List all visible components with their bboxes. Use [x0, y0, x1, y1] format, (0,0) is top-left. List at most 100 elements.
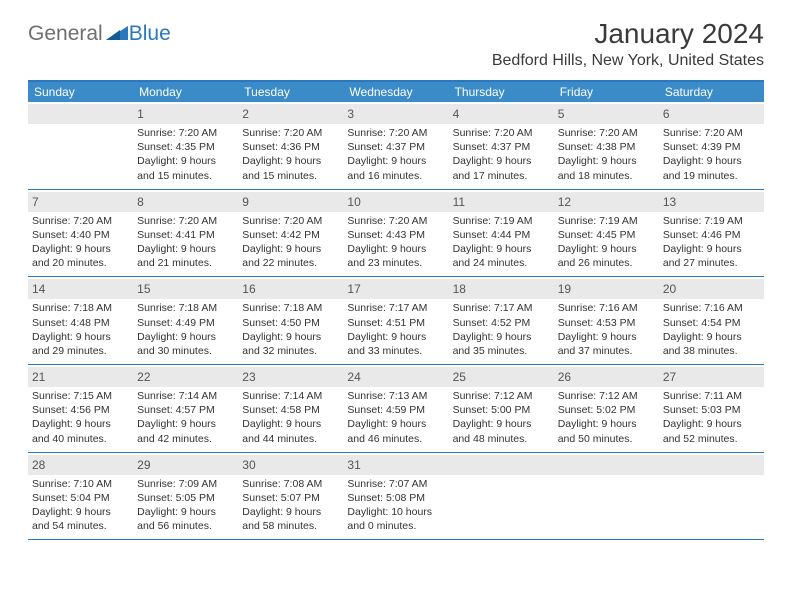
sunset-line: Sunset: 4:36 PM [242, 140, 339, 154]
day-number: 11 [453, 195, 465, 209]
day-number: 5 [558, 107, 565, 121]
day-cell: 3Sunrise: 7:20 AMSunset: 4:37 PMDaylight… [343, 102, 448, 189]
day-number: 20 [663, 282, 676, 296]
empty-cell: . [659, 453, 764, 540]
day-number: 28 [32, 458, 45, 472]
dayname-row: SundayMondayTuesdayWednesdayThursdayFrid… [28, 82, 764, 102]
daylight-line: Daylight: 9 hours and 15 minutes. [137, 154, 234, 182]
daynum-bar: . [659, 455, 764, 475]
empty-cell: . [554, 453, 659, 540]
sunset-line: Sunset: 4:48 PM [32, 316, 129, 330]
sunrise-line: Sunrise: 7:18 AM [242, 301, 339, 315]
day-cell: 20 Sunrise: 7:16 AMSunset: 4:54 PMDayligh… [659, 277, 764, 364]
daynum-bar: . [28, 104, 133, 124]
daynum-bar: 6 [659, 104, 764, 124]
daynum-bar: . [554, 455, 659, 475]
day-cell: 16Sunrise: 7:18 AMSunset: 4:50 PMDayligh… [238, 277, 343, 364]
sunset-line: Sunset: 5:07 PM [242, 491, 339, 505]
sunrise-line: Sunrise: 7:20 AM [32, 214, 129, 228]
day-number: 29 [137, 458, 150, 472]
week-row: 21Sunrise: 7:15 AMSunset: 4:56 PMDayligh… [28, 365, 764, 453]
day-number: 31 [347, 458, 360, 472]
day-number: 2 [242, 107, 249, 121]
day-cell: 27Sunrise: 7:11 AMSunset: 5:03 PMDayligh… [659, 365, 764, 452]
title-block: January 2024 Bedford Hills, New York, Un… [492, 18, 764, 70]
daynum-bar: 28 [28, 455, 133, 475]
daylight-line: Daylight: 9 hours and 42 minutes. [137, 417, 234, 445]
day-cell: 6Sunrise: 7:20 AMSunset: 4:39 PMDaylight… [659, 102, 764, 189]
daylight-line: Daylight: 9 hours and 48 minutes. [453, 417, 550, 445]
day-number: 10 [347, 195, 360, 209]
sunset-line: Sunset: 4:37 PM [453, 140, 550, 154]
day-cell: 10Sunrise: 7:20 AMSunset: 4:43 PMDayligh… [343, 190, 448, 277]
sunset-line: Sunset: 4:54 PM [663, 316, 760, 330]
day-number: 21 [32, 370, 45, 384]
day-number: 1 [137, 107, 144, 121]
dayname-monday: Monday [133, 82, 238, 102]
daynum-bar: 4 [449, 104, 554, 124]
sunset-line: Sunset: 4:49 PM [137, 316, 234, 330]
header: General Blue January 2024 Bedford Hills,… [28, 18, 764, 70]
dayname-thursday: Thursday [449, 82, 554, 102]
daylight-line: Daylight: 9 hours and 20 minutes. [32, 242, 129, 270]
day-number: 19 [558, 282, 571, 296]
sunset-line: Sunset: 4:45 PM [558, 228, 655, 242]
day-cell: 18Sunrise: 7:17 AMSunset: 4:52 PMDayligh… [449, 277, 554, 364]
sunrise-line: Sunrise: 7:12 AM [558, 389, 655, 403]
day-cell: 21Sunrise: 7:15 AMSunset: 4:56 PMDayligh… [28, 365, 133, 452]
sunrise-line: Sunrise: 7:17 AM [347, 301, 444, 315]
day-cell: 15Sunrise: 7:18 AMSunset: 4:49 PMDayligh… [133, 277, 238, 364]
day-cell: 31Sunrise: 7:07 AMSunset: 5:08 PMDayligh… [343, 453, 448, 540]
sunrise-line: Sunrise: 7:11 AM [663, 389, 760, 403]
daylight-line: Daylight: 9 hours and 15 minutes. [242, 154, 339, 182]
sunset-line: Sunset: 4:38 PM [558, 140, 655, 154]
day-number: 18 [453, 282, 466, 296]
daylight-line: Daylight: 9 hours and 24 minutes. [453, 242, 550, 270]
logo-text-general: General [28, 22, 103, 46]
day-number: 27 [663, 370, 676, 384]
sunrise-line: Sunrise: 7:16 AM [663, 301, 760, 315]
sunset-line: Sunset: 4:39 PM [663, 140, 760, 154]
day-cell: 29Sunrise: 7:09 AMSunset: 5:05 PMDayligh… [133, 453, 238, 540]
day-cell: 17Sunrise: 7:17 AMSunset: 4:51 PMDayligh… [343, 277, 448, 364]
day-cell: 23Sunrise: 7:14 AMSunset: 4:58 PMDayligh… [238, 365, 343, 452]
empty-cell: . [449, 453, 554, 540]
sunrise-line: Sunrise: 7:19 AM [663, 214, 760, 228]
daynum-bar: 8 [133, 192, 238, 212]
daylight-line: Daylight: 9 hours and 38 minutes. [663, 330, 760, 358]
daylight-line: Daylight: 9 hours and 26 minutes. [558, 242, 655, 270]
day-cell: 2Sunrise: 7:20 AMSunset: 4:36 PMDaylight… [238, 102, 343, 189]
sunrise-line: Sunrise: 7:09 AM [137, 477, 234, 491]
daynum-bar: 23 [238, 367, 343, 387]
sunset-line: Sunset: 4:51 PM [347, 316, 444, 330]
empty-cell: . [28, 102, 133, 189]
daylight-line: Daylight: 9 hours and 18 minutes. [558, 154, 655, 182]
dayname-wednesday: Wednesday [343, 82, 448, 102]
day-number: 24 [347, 370, 360, 384]
daynum-bar: 16 [238, 279, 343, 299]
daynum-bar: 10 [343, 192, 448, 212]
day-cell: 19Sunrise: 7:16 AMSunset: 4:53 PMDayligh… [554, 277, 659, 364]
sunrise-line: Sunrise: 7:20 AM [663, 126, 760, 140]
sunset-line: Sunset: 4:58 PM [242, 403, 339, 417]
week-row: 14Sunrise: 7:18 AMSunset: 4:48 PMDayligh… [28, 277, 764, 365]
sunrise-line: Sunrise: 7:20 AM [453, 126, 550, 140]
day-number: 4 [453, 107, 460, 121]
sunset-line: Sunset: 4:46 PM [663, 228, 760, 242]
daynum-bar: 24 [343, 367, 448, 387]
daylight-line: Daylight: 9 hours and 56 minutes. [137, 505, 234, 533]
sunset-line: Sunset: 4:43 PM [347, 228, 444, 242]
sunrise-line: Sunrise: 7:20 AM [137, 214, 234, 228]
calendar-page: General Blue January 2024 Bedford Hills,… [0, 0, 792, 550]
daynum-bar: 29 [133, 455, 238, 475]
daynum-bar: 20 [659, 279, 764, 299]
month-title: January 2024 [492, 18, 764, 50]
sunset-line: Sunset: 4:41 PM [137, 228, 234, 242]
daynum-bar: 30 [238, 455, 343, 475]
sunrise-line: Sunrise: 7:20 AM [347, 214, 444, 228]
daylight-line: Daylight: 9 hours and 21 minutes. [137, 242, 234, 270]
day-cell: 8 Sunrise: 7:20 AMSunset: 4:41 PMDaylight… [133, 190, 238, 277]
sunset-line: Sunset: 5:00 PM [453, 403, 550, 417]
daynum-bar: 18 [449, 279, 554, 299]
dayname-sunday: Sunday [28, 82, 133, 102]
